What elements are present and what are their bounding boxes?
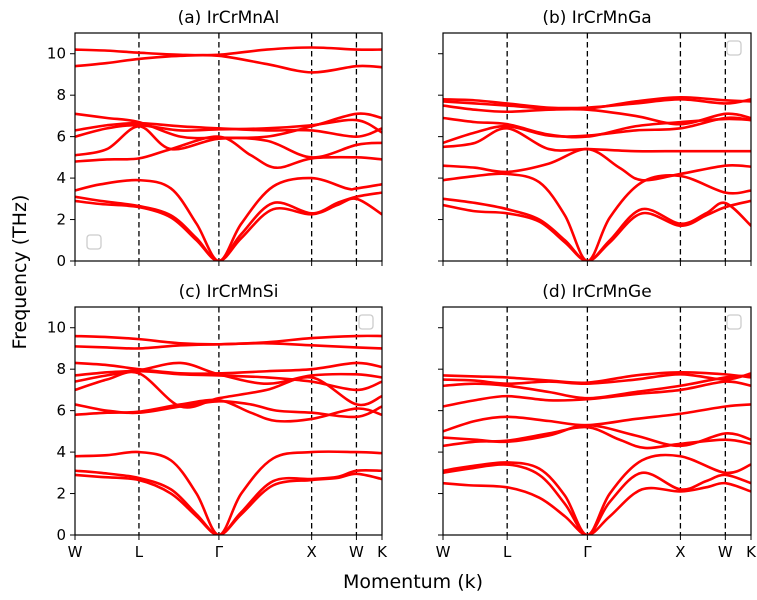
panel-title: (a) IrCrMnAl bbox=[178, 8, 280, 28]
band-lines bbox=[443, 95, 751, 261]
phonon-band bbox=[443, 98, 751, 110]
empty-legend bbox=[726, 40, 742, 56]
x-tick-label: K bbox=[377, 543, 388, 561]
axes-frame bbox=[442, 306, 752, 536]
x-tick-label: L bbox=[503, 543, 512, 561]
y-tick-label: 8 bbox=[56, 360, 66, 378]
phonon-band bbox=[75, 121, 382, 138]
empty-legend bbox=[358, 314, 374, 330]
phonon-band bbox=[75, 124, 382, 159]
phonon-band bbox=[75, 450, 382, 535]
phonon-band bbox=[75, 176, 382, 261]
y-tick-label: 8 bbox=[56, 86, 66, 104]
panel-4: W L Γ X W K(d) IrCrMnGe bbox=[436, 282, 757, 561]
axes-frame bbox=[74, 32, 383, 262]
phonon-band bbox=[443, 116, 751, 139]
phonon-band bbox=[443, 403, 751, 433]
phonon-band bbox=[75, 361, 382, 376]
x-tick-label: X bbox=[675, 543, 685, 561]
x-tick-label: W bbox=[349, 543, 364, 561]
phonon-band bbox=[75, 398, 382, 423]
y-tick-label: 0 bbox=[56, 252, 66, 270]
x-tick-label: W bbox=[436, 543, 451, 561]
phonon-band bbox=[443, 463, 751, 535]
x-tick-label: X bbox=[307, 543, 317, 561]
phonon-band bbox=[75, 399, 382, 419]
phonon-band bbox=[443, 370, 751, 385]
panel-title: (b) IrCrMnGa bbox=[542, 8, 651, 28]
phonon-band bbox=[443, 425, 751, 450]
y-tick-label: 6 bbox=[56, 402, 66, 420]
panel-title: (d) IrCrMnGe bbox=[542, 282, 651, 302]
phonon-band bbox=[75, 472, 382, 535]
phonon-band bbox=[75, 112, 382, 140]
phonon-band bbox=[75, 468, 382, 535]
phonon-band bbox=[75, 46, 382, 57]
phonon-band bbox=[443, 127, 751, 153]
phonon-band bbox=[443, 199, 751, 261]
phonon-band bbox=[443, 147, 751, 182]
x-axis-label: Momentum (k) bbox=[343, 571, 483, 593]
y-tick-label: 10 bbox=[47, 45, 66, 63]
phonon-band bbox=[75, 191, 382, 261]
y-axis-label: Frequency (THz) bbox=[9, 195, 31, 350]
panel-2: (b) IrCrMnGa bbox=[438, 8, 752, 266]
y-tick-label: 6 bbox=[56, 128, 66, 146]
axes-frame bbox=[74, 306, 383, 536]
x-tick-label: Γ bbox=[215, 543, 224, 561]
phonon-band bbox=[443, 374, 751, 400]
x-tick-label: Γ bbox=[583, 543, 592, 561]
y-tick-label: 10 bbox=[47, 319, 66, 337]
x-tick-label: L bbox=[135, 543, 144, 561]
panel-1: 0 2 4 6 8 10 (a) IrCrMnAl bbox=[47, 8, 383, 270]
phonon-band bbox=[443, 197, 751, 261]
axes-frame bbox=[442, 32, 752, 262]
y-tick-label: 4 bbox=[56, 169, 66, 187]
y-tick-label: 2 bbox=[56, 211, 66, 229]
y-tick-label: 0 bbox=[56, 526, 66, 544]
x-tick-label: W bbox=[68, 543, 83, 561]
band-lines bbox=[443, 370, 751, 535]
y-tick-label: 4 bbox=[56, 443, 66, 461]
phonon-band bbox=[443, 481, 751, 535]
phonon-band bbox=[443, 453, 751, 535]
band-lines bbox=[75, 46, 382, 261]
phonon-band bbox=[75, 197, 382, 261]
phonon-band bbox=[75, 135, 382, 170]
x-tick-label: K bbox=[746, 543, 757, 561]
phonon-band bbox=[75, 334, 382, 346]
panel-title: (c) IrCrMnSi bbox=[179, 282, 279, 302]
x-tick-label: W bbox=[718, 543, 733, 561]
band-lines bbox=[75, 334, 382, 535]
phonon-band bbox=[75, 53, 382, 74]
empty-legend bbox=[86, 234, 102, 250]
empty-legend bbox=[726, 314, 742, 330]
y-tick-label: 2 bbox=[56, 485, 66, 503]
phonon-band bbox=[443, 172, 751, 261]
phonon-band bbox=[75, 370, 382, 409]
